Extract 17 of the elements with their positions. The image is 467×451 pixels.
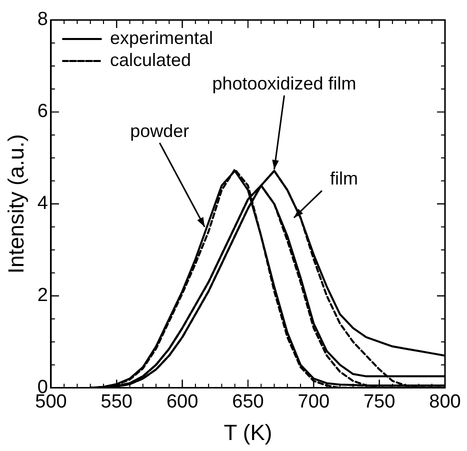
x-tick-label: 650 (232, 391, 264, 412)
legend-label: calculated (110, 50, 192, 70)
y-tick-label: 6 (37, 101, 48, 122)
annotation: photooxidized film (212, 73, 356, 94)
x-tick-label: 750 (363, 391, 396, 412)
annotation: film (330, 168, 358, 189)
x-tick-label: 700 (298, 391, 330, 412)
y-tick-label: 4 (37, 193, 48, 214)
y-axis-title: Intensity (a.u.) (3, 134, 28, 274)
legend-label: experimental (110, 28, 214, 48)
x-tick-label: 600 (166, 391, 198, 412)
x-tick-label: 550 (100, 391, 132, 412)
y-tick-label: 8 (37, 9, 48, 30)
x-axis-title: T (K) (224, 420, 272, 445)
x-tick-label: 800 (429, 391, 461, 412)
y-tick-label: 2 (37, 285, 48, 306)
annotation: powder (130, 120, 190, 141)
